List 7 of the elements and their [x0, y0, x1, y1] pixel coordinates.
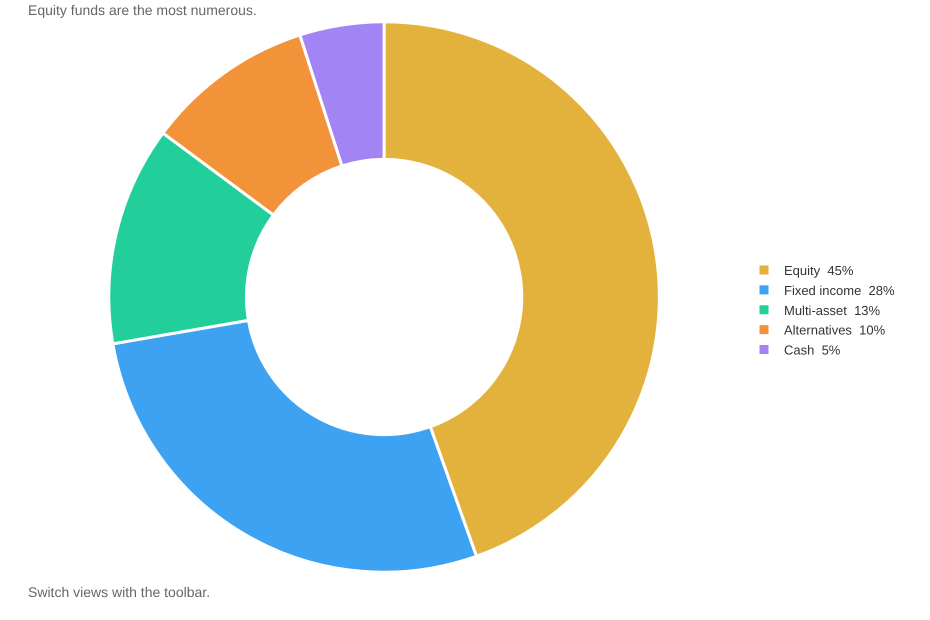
legend-label: Alternatives 10%: [784, 322, 886, 338]
text: Switch views with the toolbar.: [28, 584, 210, 600]
legend-label: Fixed income 28%: [784, 282, 895, 298]
legend-label: Multi-asset 13%: [784, 302, 881, 318]
chart-subtitle: Equity funds are the most numerous.: [28, 2, 257, 18]
legend-label: Cash 5%: [784, 342, 841, 358]
legend-label: Equity 45%: [784, 263, 854, 278]
